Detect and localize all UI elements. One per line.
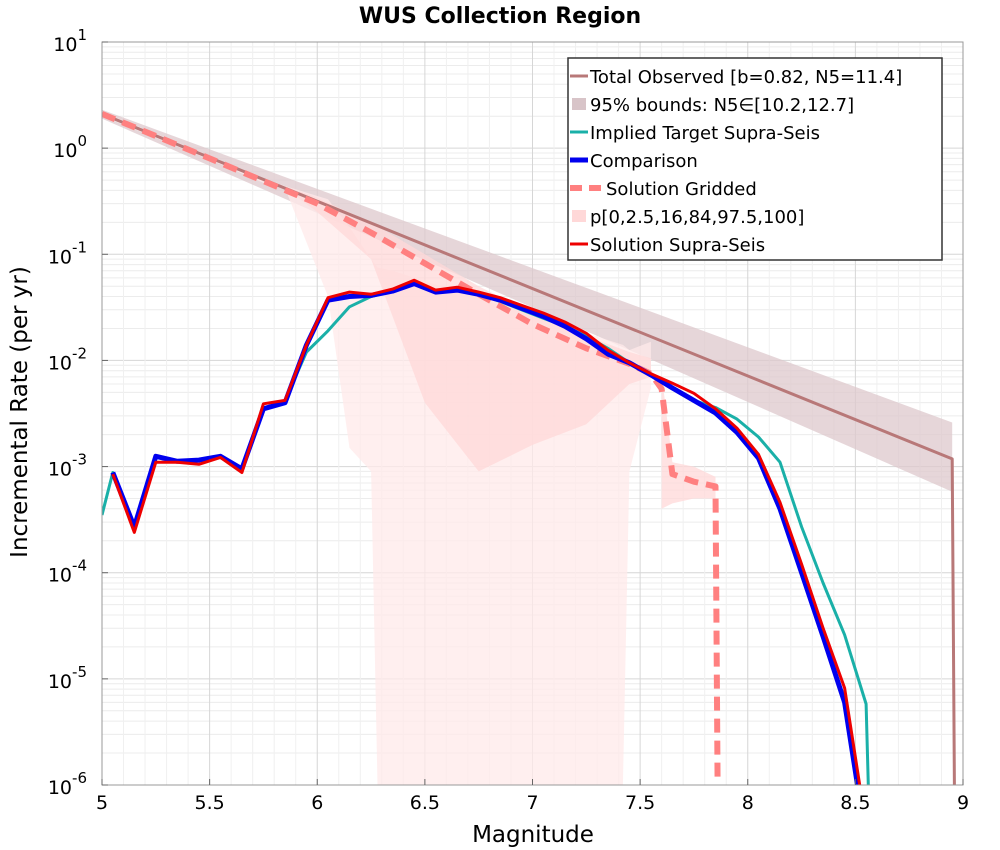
x-tick-label: 8 xyxy=(742,792,754,814)
legend-label: Solution Gridded xyxy=(606,179,757,200)
legend-label: Comparison xyxy=(590,151,698,172)
x-tick-label: 8.5 xyxy=(840,792,870,814)
y-tick-label: 10-3 xyxy=(48,451,87,481)
legend-label: Solution Supra-Seis xyxy=(590,235,765,256)
y-tick-label: 10-2 xyxy=(48,344,87,374)
legend: Total Observed [b=0.82, N5=11.4] 95% boun… xyxy=(567,57,943,261)
legend-label: 95% bounds: N5∈[10.2,12.7] xyxy=(590,95,854,116)
legend-swatch xyxy=(572,98,586,110)
x-tick-label: 7.5 xyxy=(625,792,655,814)
axes: 5 5.5 6 6.5 7 7.5 8 8.5 9 10-6 10-5 10-4 10-3 10-2 10-… xyxy=(48,26,969,814)
x-tick-label: 6 xyxy=(311,792,323,814)
legend-label: p[0,2.5,16,84,97.5,100] xyxy=(590,207,804,228)
plot-area xyxy=(102,109,956,785)
x-tick-label: 5.5 xyxy=(195,792,225,814)
y-tick-label: 100 xyxy=(53,132,87,162)
legend-label: Implied Target Supra-Seis xyxy=(590,123,820,144)
x-tick-label: 9 xyxy=(957,792,969,814)
plot-clipped-group xyxy=(102,109,956,785)
y-axis-label: Incremental Rate (per yr) xyxy=(7,266,33,558)
series-line xyxy=(111,278,862,785)
legend-swatch xyxy=(572,210,586,222)
band-area xyxy=(285,186,651,472)
x-axis-label: Magnitude xyxy=(472,822,594,848)
x-tick-label: 6.5 xyxy=(410,792,440,814)
y-tick-label: 10-4 xyxy=(48,557,87,587)
y-tick-label: 10-6 xyxy=(48,769,87,799)
series-line xyxy=(110,281,860,785)
legend-label: Total Observed [b=0.82, N5=11.4] xyxy=(589,67,902,88)
y-tick-label: 101 xyxy=(53,26,87,56)
legend-box xyxy=(567,57,943,261)
y-tick-label: 10-5 xyxy=(48,663,87,693)
series-line xyxy=(102,112,956,785)
x-tick-label: 5 xyxy=(96,792,108,814)
series-line xyxy=(102,111,721,785)
band-area xyxy=(102,111,651,785)
x-tick-label: 7 xyxy=(526,792,538,814)
chart-title: WUS Collection Region xyxy=(359,4,641,29)
y-tick-label: 10-1 xyxy=(48,238,87,268)
